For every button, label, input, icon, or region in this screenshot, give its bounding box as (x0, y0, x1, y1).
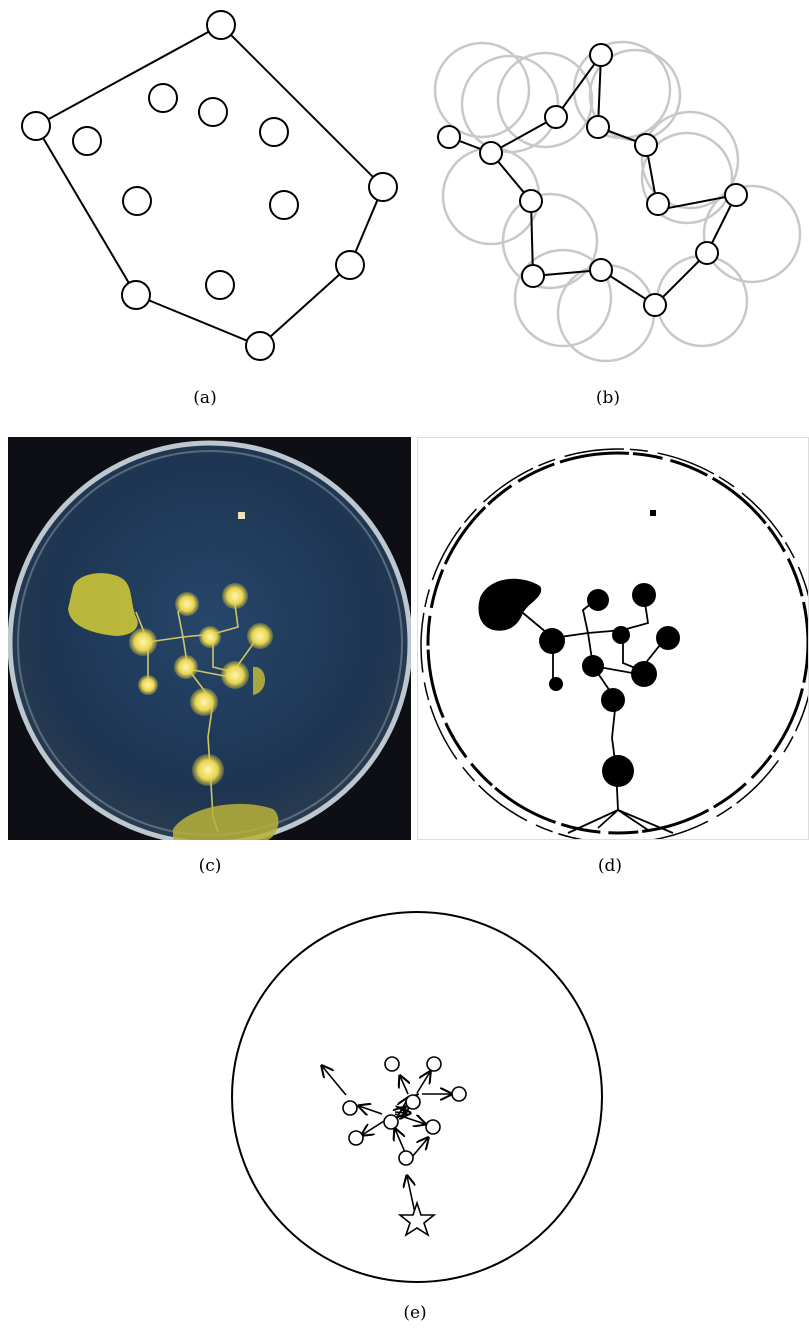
grey-radius-circle (433, 41, 531, 139)
slime-mould-photo (8, 437, 411, 840)
graph-edge (362, 1120, 385, 1135)
food-blob (129, 628, 157, 656)
grey-radius-circle (655, 254, 749, 348)
hull-node (586, 115, 610, 139)
graph-edge (400, 1076, 408, 1095)
interior-node (148, 83, 178, 113)
hull-node (437, 125, 461, 149)
food-blob (222, 583, 248, 609)
binary-blob (602, 755, 634, 787)
binary-image (417, 437, 809, 840)
concave-hull-diagram (433, 40, 802, 363)
caption-c: (c) (198, 856, 222, 876)
binary-blob (601, 688, 625, 712)
graph-node (348, 1130, 364, 1146)
directed-graph-diagram (231, 911, 603, 1283)
graph-node (451, 1086, 467, 1102)
panel-a (0, 0, 405, 380)
hull-node (695, 241, 719, 265)
hull-node (544, 105, 568, 129)
hull-node (643, 293, 667, 317)
graph-edge (359, 1106, 383, 1114)
food-blob (138, 675, 158, 695)
food-blob (190, 688, 218, 716)
binary-fan (478, 578, 542, 631)
food-blob (174, 655, 198, 679)
graph-node (342, 1100, 358, 1116)
food-blob (175, 592, 199, 616)
hull-node (21, 111, 51, 141)
petri-dish-photo (8, 437, 411, 840)
binary-blob (656, 626, 680, 650)
caption-d: (d) (597, 856, 623, 876)
hull-node (206, 10, 236, 40)
hull-node (245, 331, 275, 361)
interior-node (205, 270, 235, 300)
graph-node (405, 1094, 421, 1110)
plasmodium-fan (68, 573, 138, 636)
food-blob (221, 661, 249, 689)
graph-edge (416, 1072, 430, 1094)
dish-boundary (231, 911, 603, 1283)
binary-blob (612, 626, 630, 644)
binary-blob (539, 628, 565, 654)
food-blob (192, 754, 224, 786)
interior-node (259, 117, 289, 147)
concave-hull-path (448, 51, 738, 307)
binary-blob (632, 583, 656, 607)
grey-radius-circle (702, 184, 802, 284)
convex-hull-polygon (34, 23, 385, 348)
interior-node (72, 126, 102, 156)
graph-node (384, 1056, 400, 1072)
dish-outline (426, 451, 808, 835)
hull-node (646, 192, 670, 216)
grey-radius-circle (572, 40, 672, 140)
hull-node (368, 172, 398, 202)
graph-edge (394, 1113, 425, 1124)
hull-node (519, 189, 543, 213)
binary-blob (549, 677, 563, 691)
hull-node (589, 43, 613, 67)
interior-node (269, 190, 299, 220)
caption-a: (a) (193, 388, 217, 408)
binary-blob (582, 655, 604, 677)
binarised-dish (420, 448, 808, 839)
food-blob (247, 623, 273, 649)
hull-node (121, 280, 151, 310)
panel-e (222, 902, 612, 1292)
caption-e: (e) (403, 1303, 427, 1323)
caption-b: (b) (595, 388, 621, 408)
grey-radius-circle (501, 192, 599, 290)
graph-node (383, 1114, 399, 1130)
star-icon (397, 1200, 437, 1237)
panel-b (405, 0, 809, 380)
graph-node (398, 1150, 414, 1166)
interior-node (122, 186, 152, 216)
graph-node (425, 1119, 441, 1135)
hull-node (724, 183, 748, 207)
grey-radius-circle (513, 248, 613, 348)
food-blob (199, 626, 221, 648)
convex-hull-diagram (21, 10, 398, 361)
grey-radius-circle (496, 51, 594, 149)
hull-node (335, 250, 365, 280)
hull-node (634, 133, 658, 157)
grey-radius-circle (640, 110, 740, 210)
hull-node (589, 258, 613, 282)
graph-node (426, 1056, 442, 1072)
interior-node (198, 97, 228, 127)
binary-blob (587, 589, 609, 611)
binary-blob (631, 661, 657, 687)
hull-node (521, 264, 545, 288)
hull-node (479, 141, 503, 165)
graph-edge (322, 1066, 347, 1096)
graph-edge (411, 1138, 428, 1158)
grey-radius-circle (640, 131, 734, 225)
plasmodium-front (173, 803, 279, 840)
